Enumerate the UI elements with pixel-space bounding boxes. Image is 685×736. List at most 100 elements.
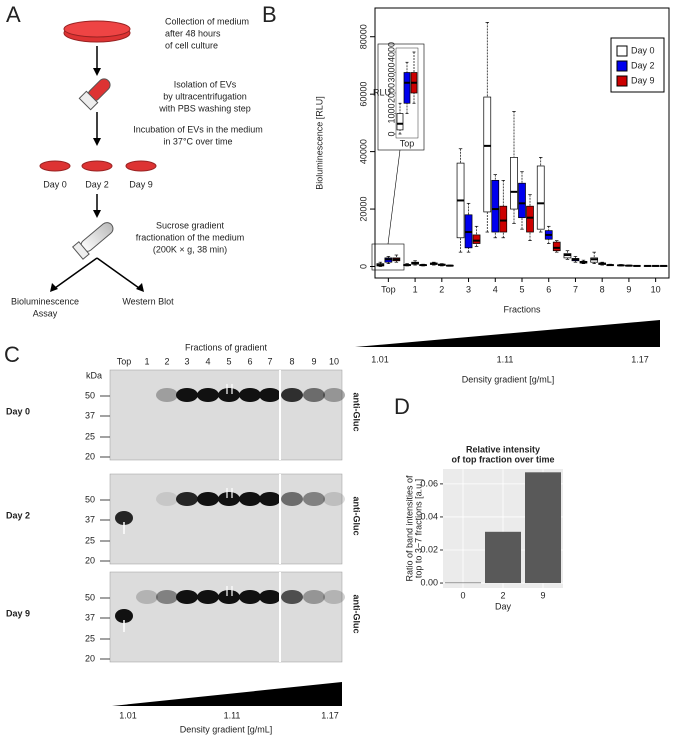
legend-swatch (616, 75, 628, 87)
band (115, 511, 133, 525)
lane-label: 9 (311, 356, 316, 366)
panel-label: C (4, 342, 20, 367)
step-text: Sucrose gradient (156, 220, 225, 230)
kda-label: 50 (85, 592, 95, 602)
bar (485, 531, 521, 584)
density-tick: 1.01 (119, 710, 137, 720)
box (536, 165, 545, 230)
band (303, 388, 325, 402)
box (491, 179, 500, 233)
band (281, 388, 303, 402)
inset-y-title: RLU (373, 87, 391, 97)
density-tick: 1.01 (371, 354, 389, 364)
box (396, 113, 404, 131)
band (323, 388, 345, 402)
arrow-head (93, 68, 101, 76)
y-tick-label: 0.00 (420, 577, 438, 587)
band (176, 388, 198, 402)
x-tick-label: 3 (466, 284, 471, 294)
box (518, 182, 526, 219)
band (115, 609, 133, 623)
x-tick-label: 8 (600, 284, 605, 294)
chart-title: Relative intensity (466, 444, 540, 454)
zoom-connector (387, 149, 401, 245)
x-tick-label: 9 (626, 284, 631, 294)
box (526, 205, 534, 233)
y-tick-label: 0.04 (420, 511, 438, 521)
day-label: Day 9 (129, 179, 153, 189)
kda-label: 50 (85, 390, 95, 400)
kda-label: 20 (85, 653, 95, 663)
box (403, 72, 411, 104)
density-title: Density gradient [g/mL] (462, 374, 555, 384)
density-tick: 1.11 (497, 354, 514, 364)
row-label: Day 9 (6, 608, 30, 618)
band (218, 590, 240, 604)
density-tick: 1.17 (631, 354, 649, 364)
kda-label: 20 (85, 555, 95, 565)
kda-label: 25 (85, 431, 95, 441)
band (323, 492, 345, 506)
x-tick-label: Top (381, 284, 396, 294)
lane-label: 10 (329, 356, 339, 366)
dish (125, 160, 157, 172)
day-label: Day 2 (85, 179, 109, 189)
x-tick-label: 5 (519, 284, 524, 294)
box (499, 205, 508, 233)
y-axis-title: Ratio of band intensities of (404, 475, 414, 582)
inset-tick-label: 3000 (386, 62, 396, 82)
step-text: in 37°C over time (163, 136, 232, 146)
blot-title: Fractions of gradient (185, 342, 268, 352)
band (239, 492, 261, 506)
panel-label: D (394, 394, 410, 419)
legend-swatch (616, 45, 628, 57)
inset-frame (377, 43, 425, 151)
band (218, 388, 240, 402)
lane-label: 1 (144, 356, 149, 366)
inset-tick-label: 2000 (386, 83, 396, 103)
blot (109, 571, 343, 663)
gradient-tube (72, 222, 114, 260)
band (281, 492, 303, 506)
band (218, 492, 240, 506)
band (281, 590, 303, 604)
arrow (54, 257, 98, 289)
x-tick-label: 2 (439, 284, 444, 294)
y-tick-label: 80000 (358, 24, 368, 49)
band (303, 590, 325, 604)
tube (78, 78, 111, 111)
lane-label: 7 (267, 356, 272, 366)
row-label: Day 2 (6, 510, 30, 520)
bar (525, 472, 561, 584)
kda-label: 25 (85, 633, 95, 643)
lane-label: 4 (205, 356, 210, 366)
x-tick-label: 4 (493, 284, 498, 294)
kda-label: 20 (85, 451, 95, 461)
panel-label: A (6, 2, 21, 27)
density-triangle (112, 682, 342, 706)
x-tick-label: 1 (413, 284, 418, 294)
step-text: Incubation of EVs in the medium (133, 124, 263, 134)
kda-label: 37 (85, 410, 95, 420)
box (472, 234, 481, 244)
x-tick-label: 2 (500, 590, 505, 600)
band (176, 590, 198, 604)
legend-label: Day 0 (631, 45, 655, 55)
y-tick-label: 0 (358, 264, 368, 269)
y-tick-label: 40000 (358, 139, 368, 164)
band (197, 590, 219, 604)
blot (109, 473, 343, 565)
band (156, 590, 178, 604)
kda-label: 37 (85, 612, 95, 622)
kda-label: 25 (85, 535, 95, 545)
x-tick-label: 10 (651, 284, 661, 294)
arrow-head (93, 138, 101, 146)
box (552, 241, 561, 252)
density-tick: 1.17 (321, 710, 339, 720)
chart-title: of top fraction over time (451, 454, 554, 464)
kda-label: 37 (85, 514, 95, 524)
kda-title: kDa (86, 370, 102, 380)
lane-label: 3 (184, 356, 189, 366)
y-tick-label: 0.02 (420, 544, 438, 554)
